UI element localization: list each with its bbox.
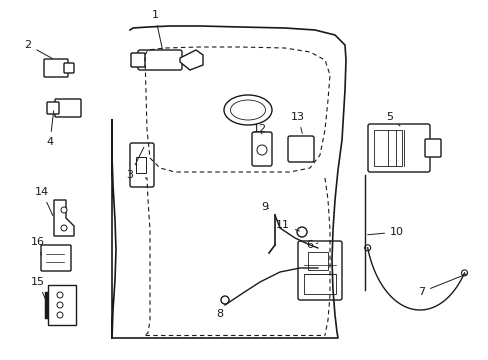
- Circle shape: [221, 296, 228, 304]
- Text: 9: 9: [261, 202, 268, 212]
- Circle shape: [57, 302, 63, 308]
- FancyBboxPatch shape: [297, 241, 341, 300]
- FancyBboxPatch shape: [64, 63, 74, 73]
- Circle shape: [257, 145, 266, 155]
- FancyBboxPatch shape: [304, 274, 335, 294]
- Text: 12: 12: [252, 124, 266, 134]
- Text: 14: 14: [35, 187, 53, 216]
- Text: 5: 5: [386, 112, 399, 126]
- Text: 4: 4: [46, 111, 54, 147]
- Circle shape: [461, 270, 467, 276]
- Text: 16: 16: [31, 237, 45, 255]
- Polygon shape: [180, 50, 203, 70]
- Text: 13: 13: [290, 112, 305, 133]
- Text: 1: 1: [151, 10, 162, 49]
- Text: 15: 15: [31, 277, 47, 302]
- Circle shape: [57, 312, 63, 318]
- FancyBboxPatch shape: [367, 124, 429, 172]
- Text: 11: 11: [275, 220, 299, 231]
- FancyBboxPatch shape: [138, 50, 182, 70]
- FancyBboxPatch shape: [251, 132, 271, 166]
- Polygon shape: [54, 200, 74, 236]
- Text: 3: 3: [126, 148, 143, 180]
- FancyBboxPatch shape: [44, 59, 68, 77]
- FancyBboxPatch shape: [131, 53, 145, 67]
- FancyBboxPatch shape: [41, 245, 71, 271]
- Circle shape: [57, 292, 63, 298]
- Circle shape: [364, 245, 370, 251]
- Circle shape: [61, 225, 67, 231]
- FancyBboxPatch shape: [136, 157, 146, 173]
- Circle shape: [296, 227, 306, 237]
- Text: 6: 6: [306, 240, 317, 250]
- FancyBboxPatch shape: [47, 102, 59, 114]
- FancyBboxPatch shape: [287, 136, 313, 162]
- Text: 10: 10: [367, 227, 403, 237]
- FancyBboxPatch shape: [424, 139, 440, 157]
- FancyBboxPatch shape: [55, 99, 81, 117]
- Ellipse shape: [224, 95, 271, 125]
- Text: 8: 8: [216, 309, 223, 319]
- Circle shape: [61, 207, 67, 213]
- Polygon shape: [48, 285, 76, 325]
- Ellipse shape: [230, 100, 265, 120]
- FancyBboxPatch shape: [373, 130, 401, 166]
- Text: 7: 7: [417, 274, 466, 297]
- Text: 2: 2: [24, 40, 53, 59]
- FancyBboxPatch shape: [130, 143, 154, 187]
- FancyBboxPatch shape: [307, 252, 327, 270]
